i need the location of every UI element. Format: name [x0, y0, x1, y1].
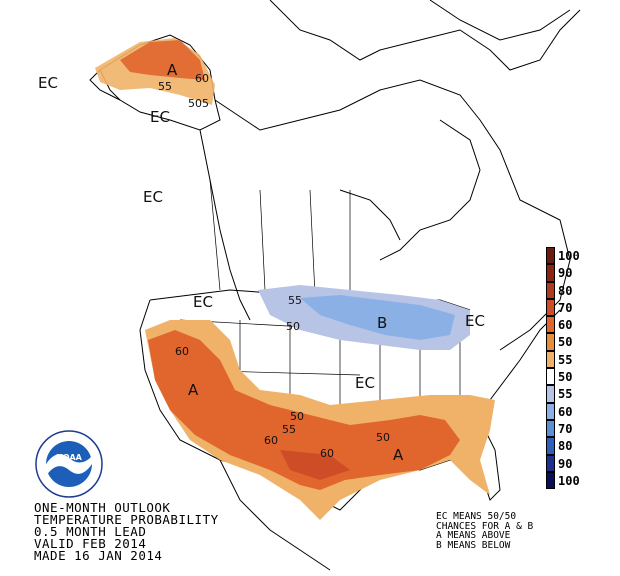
label-ec-northeast: EC: [465, 312, 485, 330]
legend-row: 100: [546, 471, 616, 490]
label-ec-pacific-nw: EC: [193, 293, 213, 311]
legend-swatch: [546, 298, 555, 317]
contour-b-50: 50: [286, 320, 300, 333]
legend-label: 50: [558, 335, 573, 350]
legend-row: 60: [546, 316, 616, 334]
legend-row: 60: [546, 402, 616, 420]
legend-label: 100: [558, 249, 580, 263]
legend-row: 80: [546, 437, 616, 455]
legend-swatch: [546, 437, 555, 455]
key-chances: CHANCES FOR A & B: [436, 520, 534, 532]
legend-label: 50: [558, 370, 573, 385]
label-ec-bc: EC: [143, 188, 163, 206]
legend-label: 70: [558, 421, 573, 436]
contour-ak-60: 60: [195, 72, 209, 85]
label-ec-alaska: EC: [38, 74, 58, 92]
legend-row: 70: [546, 298, 616, 317]
legend-label: 55: [558, 387, 573, 402]
legend-label: 100: [558, 473, 580, 488]
outlook-made: MADE 16 JAN 2014: [34, 548, 163, 563]
legend-swatch: [546, 281, 555, 299]
contour-b-55: 55: [288, 294, 302, 307]
legend-label: 70: [558, 300, 573, 315]
legend-swatch: [546, 471, 555, 490]
legend-row: 55: [546, 385, 616, 403]
us-above-area: [145, 320, 495, 520]
legend-label: 80: [558, 439, 573, 454]
noaa-logo-text: NOAA: [56, 453, 82, 462]
contour-sw-50: 50: [290, 410, 304, 423]
key-below: B MEANS BELOW: [436, 539, 511, 551]
legend-swatch: [546, 247, 555, 265]
legend-swatch: [546, 402, 555, 420]
legend-label: 60: [558, 318, 573, 333]
contour-sw-60: 60: [264, 434, 278, 447]
legend-swatch: [546, 264, 555, 282]
legend-row: 100: [546, 247, 616, 265]
legend-row: 70: [546, 419, 616, 438]
contour-south-50: 50: [376, 431, 390, 444]
legend-row: 80: [546, 281, 616, 299]
legend-row: 90: [546, 264, 616, 282]
legend-swatch: [546, 316, 555, 334]
contour-south-60: 60: [320, 447, 334, 460]
probability-legend: 100 90 80 70 60 50 55 50 55 60 70 80 90 100: [546, 247, 616, 490]
outlook-lead: 0.5 MONTH LEAD: [34, 524, 147, 539]
legend-row: 55: [546, 350, 616, 369]
legend-label: 90: [558, 456, 573, 471]
outlook-variable: TEMPERATURE PROBABILITY: [34, 512, 219, 527]
label-ec-central: EC: [355, 374, 375, 392]
legend-label: 55: [558, 352, 573, 367]
label-ec-nw-canada: EC: [150, 108, 170, 126]
alaska-above-area: [95, 38, 215, 105]
legend-swatch: [546, 419, 555, 438]
legend-row: 90: [546, 454, 616, 472]
legend-swatch: [546, 350, 555, 369]
great-lakes-below-area: [258, 285, 470, 350]
legend-row: 50: [546, 333, 616, 351]
legend-label: 90: [558, 266, 573, 281]
legend-swatch: [546, 454, 555, 472]
contour-ak-505: 505: [188, 97, 209, 110]
legend-label: 60: [558, 404, 573, 419]
outlook-info: ONE-MONTH OUTLOOK TEMPERATURE PROBABILIT…: [34, 500, 219, 563]
label-a-alaska: A: [167, 61, 178, 79]
contour-west-60: 60: [175, 345, 189, 358]
outlook-valid: VALID FEB 2014: [34, 536, 147, 551]
legend-row: 50: [546, 368, 616, 386]
legend-swatch: [546, 368, 555, 386]
label-b-great-lakes: B: [377, 314, 387, 332]
contour-sw-55: 55: [282, 423, 296, 436]
contour-ak-55: 55: [158, 80, 172, 93]
legend-key: EC MEANS 50/50 CHANCES FOR A & B A MEANS…: [436, 512, 533, 550]
outlook-title: ONE-MONTH OUTLOOK: [34, 500, 171, 515]
noaa-logo: NOAA: [35, 430, 103, 498]
key-ec: EC MEANS 50/50: [436, 511, 517, 522]
legend-swatch: [546, 385, 555, 403]
key-above: A MEANS ABOVE: [436, 530, 511, 541]
label-a-south: A: [393, 446, 404, 464]
legend-swatch: [546, 333, 555, 351]
legend-label: 80: [558, 283, 573, 298]
label-a-west: A: [188, 381, 199, 399]
